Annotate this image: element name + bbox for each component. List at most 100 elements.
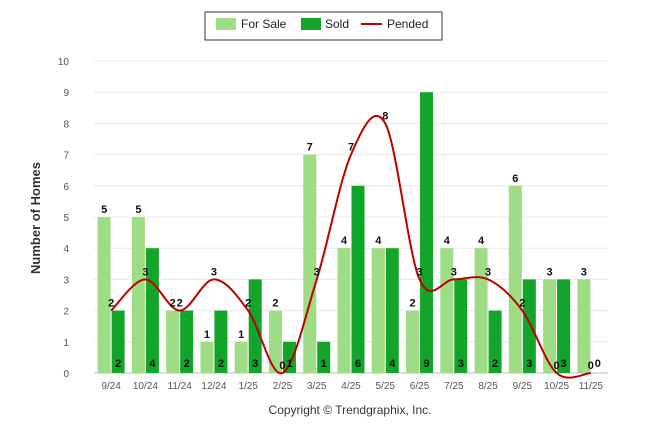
data-label-pended: 2 <box>245 298 251 310</box>
bar-for-sale <box>200 341 214 373</box>
legend-label-for-sale: For Sale <box>241 17 287 31</box>
bar-for-sale <box>337 248 351 373</box>
bar-sold <box>454 279 468 373</box>
x-tick-label: 5/25 <box>376 381 396 392</box>
bar-for-sale <box>577 279 591 373</box>
y-tick-label: 7 <box>63 151 69 162</box>
y-axis-title: Number of Homes <box>28 162 43 274</box>
data-label-pended: 0 <box>588 360 594 372</box>
data-label-pended: 2 <box>519 298 525 310</box>
data-label-for-sale: 1 <box>204 329 210 341</box>
bar-sold <box>351 185 365 373</box>
data-label-for-sale: 4 <box>478 235 485 247</box>
data-label-for-sale: 4 <box>375 235 382 247</box>
y-tick-label: 4 <box>63 244 69 255</box>
data-label-for-sale: 3 <box>581 266 587 278</box>
data-label-pended: 8 <box>382 110 388 122</box>
x-tick-label: 2/25 <box>273 381 293 392</box>
data-label-pended: 0 <box>554 360 560 372</box>
data-label-sold: 1 <box>286 358 292 370</box>
bar-for-sale <box>303 154 317 373</box>
x-tick-label: 12/24 <box>201 381 226 392</box>
data-label-sold: 3 <box>561 358 567 370</box>
data-label-sold: 4 <box>389 358 396 370</box>
bar-sold <box>385 248 399 373</box>
legend-label-sold: Sold <box>325 17 349 31</box>
y-axis-ticks: 0 1 2 3 4 5 6 7 8 9 10 <box>58 57 70 380</box>
x-tick-label: 11/24 <box>168 381 193 392</box>
data-label-sold: 2 <box>115 358 121 370</box>
bar-sold <box>420 92 434 373</box>
data-label-sold: 6 <box>355 358 361 370</box>
bar-for-sale <box>131 217 145 373</box>
pended-line <box>110 114 592 379</box>
data-label-for-sale: 2 <box>272 298 278 310</box>
bar-for-sale <box>543 279 557 373</box>
bar-sold <box>111 310 125 373</box>
data-label-for-sale: 5 <box>135 204 141 216</box>
y-tick-label: 5 <box>63 213 69 224</box>
x-tick-label: 6/25 <box>410 381 430 392</box>
data-label-pended: 2 <box>177 298 183 310</box>
y-tick-label: 3 <box>63 275 69 286</box>
data-label-sold: 0 <box>595 358 601 370</box>
y-tick-label: 1 <box>63 338 69 349</box>
data-label-for-sale: 4 <box>444 235 451 247</box>
bar-sold <box>522 279 536 373</box>
bar-for-sale <box>166 310 180 373</box>
bar-sold <box>282 341 296 373</box>
data-label-for-sale: 2 <box>170 298 176 310</box>
legend-box <box>204 11 443 41</box>
x-tick-label: 1/25 <box>238 381 258 392</box>
data-label-pended: 2 <box>108 298 114 310</box>
data-label-sold: 9 <box>423 358 429 370</box>
bar-for-sale <box>371 248 385 373</box>
y-tick-label: 0 <box>63 369 69 380</box>
legend-swatch-for-sale <box>216 18 236 30</box>
bar-sold <box>557 279 571 373</box>
y-tick-label: 10 <box>58 57 70 68</box>
legend-label-pended: Pended <box>387 17 428 31</box>
y-tick-label: 8 <box>63 119 69 130</box>
data-label-pended: 3 <box>485 266 491 278</box>
x-tick-label: 8/25 <box>478 381 498 392</box>
x-tick-label: 4/25 <box>341 381 361 392</box>
data-label-sold: 3 <box>526 358 532 370</box>
y-tick-label: 2 <box>63 307 69 318</box>
x-tick-label: 11/25 <box>579 381 604 392</box>
data-label-for-sale: 1 <box>238 329 244 341</box>
pended-line-path <box>110 114 592 379</box>
bar-for-sale <box>97 217 111 373</box>
bars <box>97 92 591 373</box>
bar-sold <box>488 310 502 373</box>
x-tick-label: 9/24 <box>101 381 121 392</box>
data-label-pended: 3 <box>142 266 148 278</box>
x-tick-label: 10/25 <box>544 381 569 392</box>
bar-for-sale <box>474 248 488 373</box>
data-label-for-sale: 6 <box>512 173 518 185</box>
bar-for-sale <box>406 310 420 373</box>
y-tick-label: 9 <box>63 88 69 99</box>
x-tick-label: 9/25 <box>513 381 533 392</box>
data-label-for-sale: 3 <box>547 266 553 278</box>
bar-sold <box>317 341 331 373</box>
bar-sold <box>214 310 228 373</box>
data-label-sold: 2 <box>218 358 224 370</box>
data-label-sold: 2 <box>492 358 498 370</box>
data-label-sold: 1 <box>321 358 327 370</box>
data-label-sold: 3 <box>252 358 258 370</box>
data-label-sold: 4 <box>149 358 156 370</box>
y-tick-label: 6 <box>63 182 69 193</box>
data-label-for-sale: 4 <box>341 235 348 247</box>
data-label-sold: 2 <box>184 358 190 370</box>
copyright-footer: Copyright © Trendgraphix, Inc. <box>269 403 432 417</box>
x-tick-label: 3/25 <box>307 381 327 392</box>
x-tick-label: 10/24 <box>133 381 158 392</box>
bar-sold <box>180 310 194 373</box>
data-label-pended: 7 <box>348 142 354 154</box>
data-label-pended: 0 <box>279 360 285 372</box>
data-labels: 5254221213217146442943426333302323203783… <box>101 110 601 372</box>
data-label-pended: 3 <box>416 266 422 278</box>
data-label-pended: 3 <box>211 266 217 278</box>
x-axis-ticks: 9/24 10/24 11/24 12/24 1/25 2/25 3/25 4/25 5/25 6… <box>101 381 603 392</box>
